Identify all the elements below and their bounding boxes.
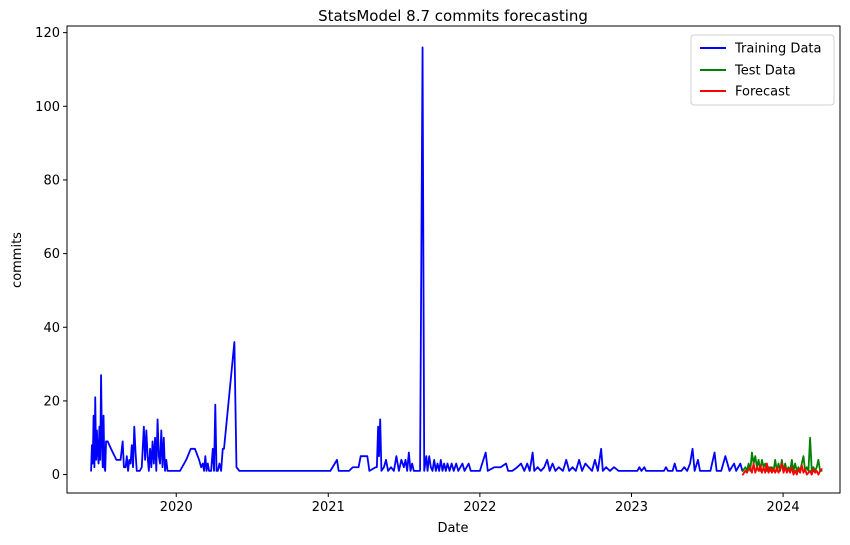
- plot-frame: [66, 25, 841, 494]
- y-tick-label: 120: [35, 26, 60, 41]
- y-tick-label: 40: [43, 321, 60, 336]
- x-tick-label: 2023: [615, 500, 648, 515]
- chart-title: StatsModel 8.7 commits forecasting: [318, 7, 588, 25]
- y-tick-label: 80: [43, 173, 60, 188]
- x-tick-label: 2020: [160, 500, 193, 515]
- x-tick-label: 2021: [312, 500, 345, 515]
- x-tick-label: 2024: [767, 500, 800, 515]
- y-axis-label: commits: [10, 232, 25, 288]
- legend-label-forecast: Forecast: [735, 85, 790, 100]
- series-layer: [90, 46, 823, 476]
- legend-box: [690, 34, 835, 106]
- plot-area: [66, 25, 841, 494]
- series-line-forecast: [741, 462, 823, 476]
- y-tick-label: 0: [52, 468, 60, 483]
- series-line-training-data: [90, 46, 744, 472]
- legend-label-test-data: Test Data: [734, 64, 796, 79]
- legend-label-training-data: Training Data: [734, 42, 821, 57]
- y-tick-label: 20: [43, 394, 60, 409]
- x-axis-label: Date: [437, 521, 468, 536]
- y-tick-label: 60: [43, 247, 60, 262]
- y-axis: 0 20 40 60 80 100 120: [35, 26, 67, 483]
- legend: Training Data Test Data Forecast: [690, 34, 835, 106]
- x-tick-label: 2022: [463, 500, 496, 515]
- y-tick-label: 100: [35, 100, 60, 115]
- x-axis: 2020 2021 2022 2023 2024: [160, 493, 800, 515]
